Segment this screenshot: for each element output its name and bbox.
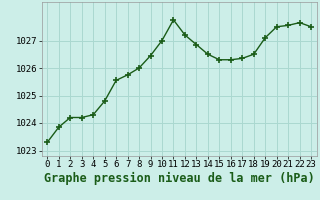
X-axis label: Graphe pression niveau de la mer (hPa): Graphe pression niveau de la mer (hPa)	[44, 172, 315, 185]
